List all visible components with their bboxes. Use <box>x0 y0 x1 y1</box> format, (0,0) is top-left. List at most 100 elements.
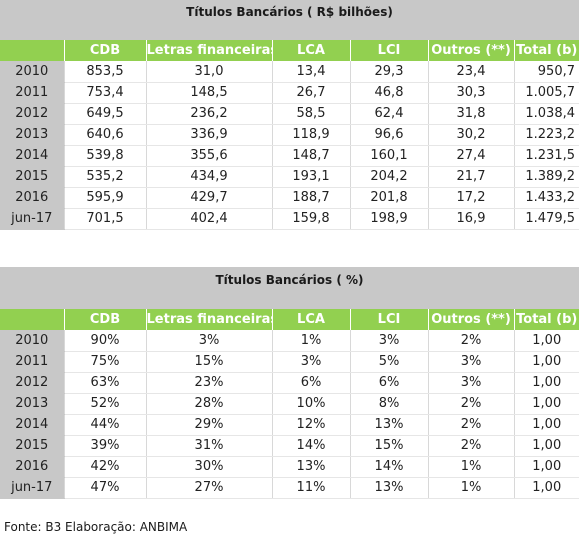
percent-cell-year: 2012 <box>0 372 64 394</box>
percent-cell-lca: 6% <box>271 372 350 394</box>
percent-cell-lci: 14% <box>349 456 428 478</box>
amounts-cell-total: 1.005,7 <box>513 82 579 104</box>
percent-cell-total: 1,00 <box>513 456 579 478</box>
percent-cell-total: 1,00 <box>513 372 579 394</box>
amounts-cell-cdb: 753,4 <box>63 82 146 104</box>
percent-cell-letras-financeiras: 15% <box>145 351 272 373</box>
amounts-cell-outros: 21,7 <box>427 166 514 188</box>
amounts-table-row: 2012 649,5 236,2 58,5 62,4 31,8 1.038,4 <box>0 103 579 125</box>
amounts-cell-total: 1.231,5 <box>513 145 579 167</box>
amounts-cell-lca: 188,7 <box>271 187 350 209</box>
percent-table-row: 2012 63% 23% 6% 6% 3% 1,00 <box>0 372 579 394</box>
percent-table-title: Títulos Bancários ( %) <box>0 267 579 309</box>
amounts-cell-letras-financeiras: 148,5 <box>145 82 272 104</box>
amounts-header-lci: LCI <box>349 40 428 61</box>
percent-cell-lca: 14% <box>271 435 350 457</box>
amounts-table-row: 2010 853,5 31,0 13,4 29,3 23,4 950,7 <box>0 61 579 83</box>
percent-cell-year: 2013 <box>0 393 64 415</box>
percent-header-letras-financeiras: Letras financeiras <box>145 309 272 330</box>
percent-header-row: CDB Letras financeiras LCA LCI Outros (**) To… <box>0 309 579 330</box>
amounts-cell-year: 2011 <box>0 82 64 104</box>
percent-cell-cdb: 63% <box>63 372 146 394</box>
percent-cell-letras-financeiras: 30% <box>145 456 272 478</box>
percent-cell-outros: 3% <box>427 372 514 394</box>
percent-cell-year: 2016 <box>0 456 64 478</box>
amounts-table-row: 2014 539,8 355,6 148,7 160,1 27,4 1.231,5 <box>0 145 579 167</box>
amounts-header-row: CDB Letras financeiras LCA LCI Outros (**) To… <box>0 40 579 61</box>
amounts-cell-outros: 17,2 <box>427 187 514 209</box>
percent-table-row: 2013 52% 28% 10% 8% 2% 1,00 <box>0 393 579 415</box>
amounts-header-cdb: CDB <box>63 40 146 61</box>
percent-cell-lca: 1% <box>271 330 350 352</box>
percent-cell-lci: 13% <box>349 414 428 436</box>
amounts-cell-total: 950,7 <box>513 61 579 83</box>
amounts-cell-cdb: 640,6 <box>63 124 146 146</box>
percent-cell-year: 2011 <box>0 351 64 373</box>
amounts-cell-outros: 30,2 <box>427 124 514 146</box>
amounts-cell-lca: 13,4 <box>271 61 350 83</box>
amounts-cell-lci: 204,2 <box>349 166 428 188</box>
amounts-table-row: 2011 753,4 148,5 26,7 46,8 30,3 1.005,7 <box>0 82 579 104</box>
percent-header-year <box>0 309 64 330</box>
percent-cell-total: 1,00 <box>513 393 579 415</box>
amounts-cell-total: 1.038,4 <box>513 103 579 125</box>
percent-cell-lca: 11% <box>271 477 350 499</box>
amounts-cell-cdb: 701,5 <box>63 208 146 230</box>
percent-cell-cdb: 75% <box>63 351 146 373</box>
source-note: Fonte: B3 Elaboração: ANBIMA <box>4 520 188 534</box>
percent-cell-outros: 2% <box>427 330 514 352</box>
amounts-cell-year: jun-17 <box>0 208 64 230</box>
amounts-cell-lci: 46,8 <box>349 82 428 104</box>
amounts-cell-letras-financeiras: 355,6 <box>145 145 272 167</box>
percent-table: CDB Letras financeiras LCA LCI Outros (**) To… <box>0 309 579 499</box>
percent-cell-lci: 8% <box>349 393 428 415</box>
percent-cell-outros: 1% <box>427 477 514 499</box>
percent-cell-letras-financeiras: 28% <box>145 393 272 415</box>
amounts-cell-lci: 201,8 <box>349 187 428 209</box>
amounts-cell-outros: 27,4 <box>427 145 514 167</box>
percent-cell-total: 1,00 <box>513 435 579 457</box>
percent-header-total: Total (b) <box>513 309 579 330</box>
percent-cell-year: 2010 <box>0 330 64 352</box>
amounts-header-outros: Outros (**) <box>427 40 514 61</box>
amounts-cell-cdb: 649,5 <box>63 103 146 125</box>
amounts-cell-cdb: 595,9 <box>63 187 146 209</box>
percent-cell-cdb: 44% <box>63 414 146 436</box>
amounts-cell-total: 1.479,5 <box>513 208 579 230</box>
percent-header-cdb: CDB <box>63 309 146 330</box>
percent-cell-lca: 3% <box>271 351 350 373</box>
percent-cell-letras-financeiras: 29% <box>145 414 272 436</box>
amounts-cell-lca: 159,8 <box>271 208 350 230</box>
amounts-table-row: 2013 640,6 336,9 118,9 96,6 30,2 1.223,2 <box>0 124 579 146</box>
amounts-table: CDB Letras financeiras LCA LCI Outros (**) To… <box>0 40 579 230</box>
percent-cell-total: 1,00 <box>513 351 579 373</box>
amounts-cell-lca: 58,5 <box>271 103 350 125</box>
amounts-cell-year: 2012 <box>0 103 64 125</box>
percent-cell-cdb: 52% <box>63 393 146 415</box>
amounts-cell-cdb: 853,5 <box>63 61 146 83</box>
percent-cell-outros: 1% <box>427 456 514 478</box>
amounts-header-letras-financeiras: Letras financeiras <box>145 40 272 61</box>
percent-header-lca: LCA <box>271 309 350 330</box>
amounts-header-lca: LCA <box>271 40 350 61</box>
amounts-cell-cdb: 539,8 <box>63 145 146 167</box>
percent-cell-lci: 5% <box>349 351 428 373</box>
percent-cell-letras-financeiras: 3% <box>145 330 272 352</box>
percent-header-lci: LCI <box>349 309 428 330</box>
amounts-header-total: Total (b) <box>513 40 579 61</box>
percent-cell-year: jun-17 <box>0 477 64 499</box>
percent-cell-outros: 2% <box>427 393 514 415</box>
percent-cell-lci: 3% <box>349 330 428 352</box>
percent-cell-lci: 15% <box>349 435 428 457</box>
percent-cell-lca: 12% <box>271 414 350 436</box>
percent-cell-cdb: 39% <box>63 435 146 457</box>
percent-cell-cdb: 90% <box>63 330 146 352</box>
amounts-cell-total: 1.389,2 <box>513 166 579 188</box>
percent-table-block: Títulos Bancários ( %) CDB Letras finance… <box>0 267 579 499</box>
amounts-cell-cdb: 535,2 <box>63 166 146 188</box>
amounts-table-block: Títulos Bancários ( R$ bilhões) CDB Letra… <box>0 0 579 230</box>
amounts-cell-letras-financeiras: 402,4 <box>145 208 272 230</box>
percent-header-outros: Outros (**) <box>427 309 514 330</box>
percent-table-row: 2015 39% 31% 14% 15% 2% 1,00 <box>0 435 579 457</box>
percent-cell-letras-financeiras: 31% <box>145 435 272 457</box>
